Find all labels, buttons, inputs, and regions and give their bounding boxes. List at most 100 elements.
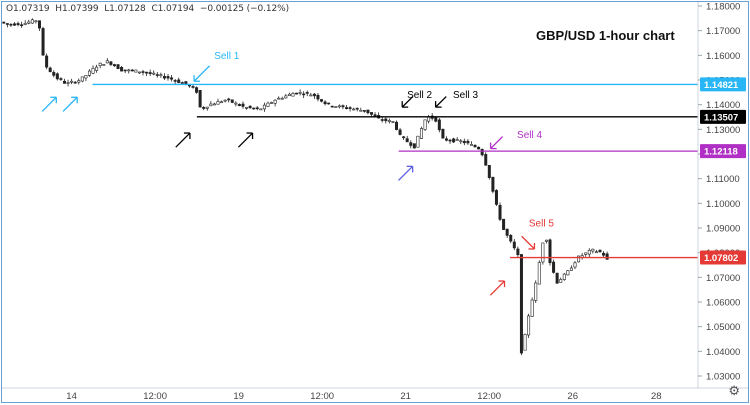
candle-body <box>280 97 284 100</box>
candle <box>594 249 598 254</box>
candle-body <box>52 72 56 76</box>
annotation-label: Sell 3 <box>453 90 478 101</box>
candle <box>398 127 402 136</box>
candle <box>587 248 591 258</box>
arrow-icon <box>237 132 254 148</box>
arrow-shaft <box>401 96 414 108</box>
x-tick-label: 19 <box>233 391 244 402</box>
candle-body <box>419 128 423 139</box>
candle <box>591 248 595 254</box>
candle-body <box>9 23 13 26</box>
candle <box>5 23 9 28</box>
candle <box>402 135 406 141</box>
candle <box>237 103 241 107</box>
candle-body <box>541 242 545 263</box>
candle <box>227 97 231 103</box>
candle <box>152 70 156 76</box>
candle <box>373 112 377 117</box>
candle <box>298 89 302 96</box>
candle-body <box>98 62 102 66</box>
candle <box>345 104 349 110</box>
candle <box>387 118 391 124</box>
candle <box>302 91 306 99</box>
candle <box>270 101 274 104</box>
arrow-shaft <box>62 96 78 112</box>
candle-body <box>245 107 249 109</box>
arrow-shaft <box>521 235 535 250</box>
candle <box>109 60 113 67</box>
candle-body <box>323 101 327 105</box>
price-tag-bg <box>700 250 746 265</box>
candle-body <box>198 89 202 108</box>
candle <box>23 20 27 26</box>
candle-body <box>473 145 477 148</box>
candle <box>141 69 145 76</box>
candle <box>552 259 556 274</box>
candle <box>148 69 152 76</box>
arrow-shaft <box>175 132 191 148</box>
candle <box>548 238 552 266</box>
arrow-shaft <box>237 132 254 148</box>
candle <box>87 69 91 77</box>
candle-body <box>87 70 91 76</box>
candle <box>16 21 20 27</box>
candle-body <box>370 112 374 115</box>
candle-body <box>598 249 602 253</box>
candle-body <box>509 234 513 242</box>
candle <box>530 297 534 317</box>
candle-body <box>284 95 288 99</box>
candle-body <box>380 119 384 121</box>
candle <box>441 128 445 139</box>
candle-body <box>159 74 163 76</box>
annotation-label: Sell 2 <box>407 90 432 101</box>
candle <box>241 101 245 109</box>
candle <box>480 148 484 157</box>
candle-body <box>259 108 263 111</box>
candle-body <box>320 99 324 102</box>
candle-body <box>455 139 459 141</box>
candle-body <box>352 108 356 111</box>
candle <box>55 72 59 81</box>
candle-body <box>562 273 566 280</box>
candle-body <box>48 67 52 73</box>
candle <box>380 116 384 123</box>
candle-body <box>298 92 302 94</box>
gear-icon[interactable]: ⚙ <box>728 383 740 398</box>
candle-body <box>241 103 245 107</box>
candle <box>523 333 527 351</box>
candle <box>130 69 134 72</box>
candle <box>137 71 141 74</box>
candle <box>509 234 513 244</box>
candle <box>262 102 266 112</box>
candle-body <box>559 279 563 283</box>
candle-body <box>137 71 141 74</box>
candle-body <box>270 102 274 104</box>
candle-body <box>130 69 134 72</box>
candle-body <box>312 93 316 97</box>
arrow-shaft <box>398 165 414 181</box>
candle <box>334 106 338 109</box>
price-tag-label: 1.14821 <box>704 80 739 91</box>
candle-body <box>469 144 473 146</box>
x-tick-label: 14 <box>66 391 77 402</box>
y-tick-label: 1.17000 <box>706 26 740 37</box>
candle-body <box>180 82 184 84</box>
candle-body <box>548 239 552 264</box>
candle <box>102 64 106 66</box>
candle-body <box>2 21 6 24</box>
candle-body <box>70 80 74 83</box>
candle-body <box>120 66 124 72</box>
ohlc-readout: O1.07319 H1.07399 L1.07128 C1.07194 −0.0… <box>6 4 292 14</box>
candle <box>527 313 531 338</box>
candle-body <box>187 84 191 87</box>
candle-body <box>127 69 131 72</box>
candle-body <box>516 248 520 256</box>
candle <box>248 105 252 109</box>
candle <box>9 23 13 28</box>
candle-body <box>573 262 577 268</box>
candle <box>30 18 34 24</box>
candle-body <box>569 267 573 271</box>
candle-body <box>66 82 70 84</box>
candle <box>473 144 477 148</box>
